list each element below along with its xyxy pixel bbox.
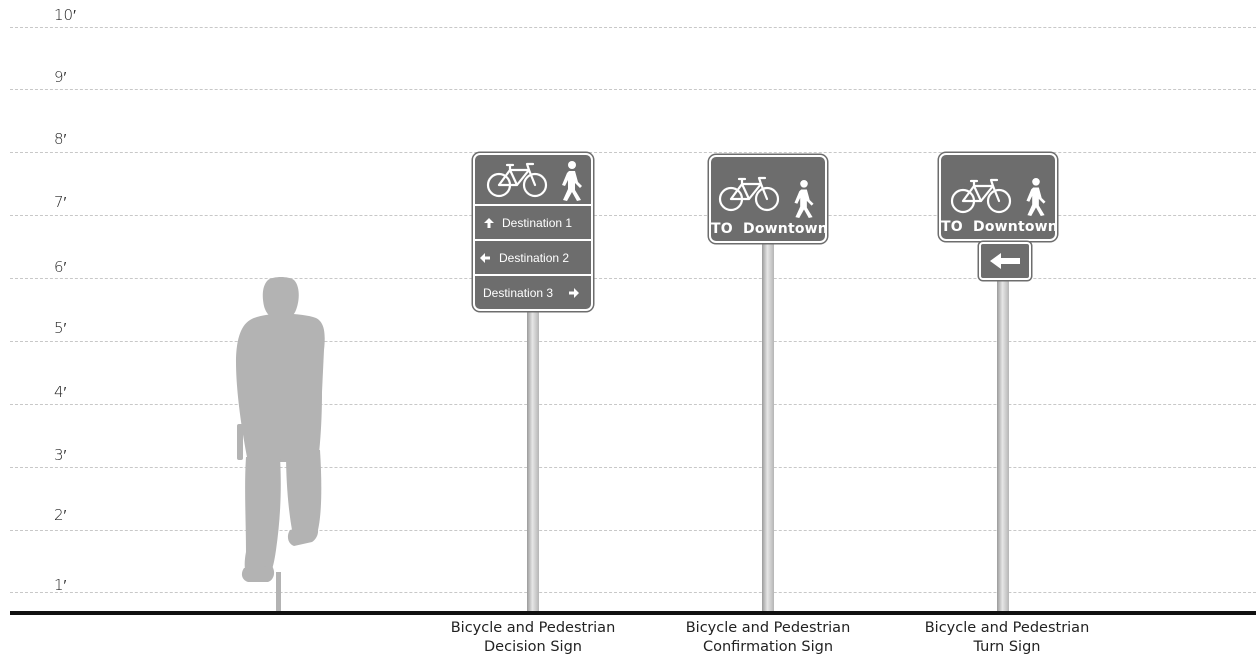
turn-caption-line1: Bicycle and Pedestrian <box>924 620 1090 636</box>
decision-sign-caption: Bicycle and Pedestrian Decision Sign <box>423 619 643 657</box>
turn-sign-pole <box>997 278 1009 612</box>
pedestrian-icon <box>794 179 814 219</box>
gridline-8ft <box>10 152 1256 153</box>
confirmation-sign-caption: Bicycle and Pedestrian Confirmation Sign <box>658 619 878 657</box>
gridline-5ft <box>10 341 1256 342</box>
confirmation-caption-line1: Bicycle and Pedestrian <box>685 620 851 636</box>
confirmation-sign: TO Downtown <box>709 155 828 243</box>
tick-label-2ft: 2′ <box>54 506 67 524</box>
decision-caption-line1: Bicycle and Pedestrian <box>450 620 616 636</box>
decision-sign: Destination 1 Destination 2 Destination … <box>473 153 593 311</box>
up-arrow-icon <box>484 217 494 228</box>
tick-label-8ft: 8′ <box>54 130 67 148</box>
destination-label-1: Destination 1 <box>502 215 573 230</box>
bicycle-icon <box>486 162 548 198</box>
bicycle-icon <box>718 176 780 212</box>
tick-label-1ft: 1′ <box>54 576 67 594</box>
turn-sign: TO Downtown <box>939 153 1058 241</box>
right-arrow-icon <box>569 287 580 298</box>
destination-label-2: Destination 2 <box>499 250 570 265</box>
tick-label-6ft: 6′ <box>54 258 67 276</box>
gridline-4ft <box>10 404 1256 405</box>
turn-destination-text: TO Downtown <box>941 219 1058 235</box>
turn-sign-caption: Bicycle and Pedestrian Turn Sign <box>897 619 1117 657</box>
confirmation-sign-pole <box>762 240 774 612</box>
gridline-6ft <box>10 278 1256 279</box>
tick-label-4ft: 4′ <box>54 383 67 401</box>
turn-arrow-plaque <box>979 242 1031 280</box>
tick-label-7ft: 7′ <box>54 193 67 211</box>
destination-row-3: Destination 3 <box>475 274 591 309</box>
tick-label-3ft: 3′ <box>54 446 67 464</box>
decision-sign-pole <box>527 306 539 612</box>
cyclist-silhouette-icon <box>236 277 325 614</box>
left-arrow-icon <box>480 252 490 263</box>
confirmation-caption-line2: Confirmation Sign <box>702 639 834 655</box>
gridline-10ft <box>10 27 1256 28</box>
gridline-7ft <box>10 215 1256 216</box>
pedestrian-icon <box>562 161 582 201</box>
destination-label-3: Destination 3 <box>483 285 554 300</box>
tick-label-9ft: 9′ <box>54 68 67 86</box>
gridline-9ft <box>10 89 1256 90</box>
tick-label-10ft: 10′ <box>54 6 76 24</box>
gridline-2ft <box>10 530 1256 531</box>
gridline-1ft <box>10 592 1256 593</box>
gridline-3ft <box>10 467 1256 468</box>
bicycle-icon <box>950 178 1012 214</box>
tick-label-5ft: 5′ <box>54 319 67 337</box>
decision-caption-line2: Decision Sign <box>484 639 582 655</box>
destination-row-1: Destination 1 <box>475 204 591 239</box>
left-arrow-icon <box>990 253 1020 269</box>
turn-caption-line2: Turn Sign <box>973 639 1041 655</box>
pedestrian-icon <box>1026 177 1046 217</box>
confirmation-destination-text: TO Downtown <box>711 221 828 237</box>
ground-line <box>10 611 1256 615</box>
destination-row-2: Destination 2 <box>475 239 591 274</box>
